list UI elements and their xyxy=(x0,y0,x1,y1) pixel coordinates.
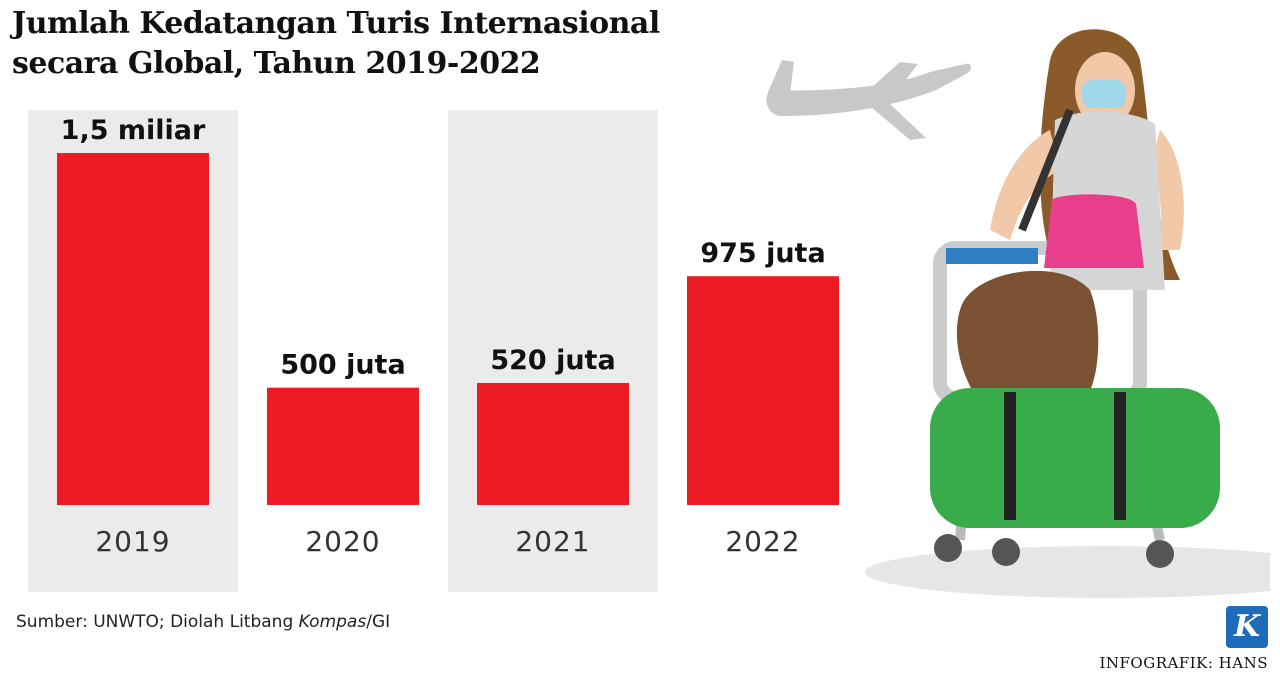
backpack xyxy=(956,270,1099,390)
category-label-2020: 2020 xyxy=(305,525,380,558)
floor-shadow xyxy=(865,546,1270,598)
value-label-2022: 975 juta xyxy=(700,238,825,269)
labels: 1,5 miliar 2019 500 juta 2020 520 juta 2021 97… xyxy=(61,115,826,558)
infographic-credit: INFOGRAFIK: HANS xyxy=(1099,654,1268,672)
source-italic: Kompas xyxy=(298,612,367,632)
bar-chart: 1,5 miliar 2019 500 juta 2020 520 juta 2021 97… xyxy=(28,110,839,592)
category-label-2021: 2021 xyxy=(515,525,590,558)
bar-2021 xyxy=(477,382,629,505)
value-label-2019: 1,5 miliar xyxy=(61,115,206,146)
source-note: Sumber: UNWTO; Diolah Litbang Kompas/GI xyxy=(16,612,390,632)
band-2021 xyxy=(448,110,658,592)
traveler-illustration xyxy=(766,29,1270,598)
title-line-2: secara Global, Tahun 2019-2022 xyxy=(12,46,541,81)
category-label-2019: 2019 xyxy=(95,525,170,558)
traveler-figure xyxy=(990,29,1184,290)
chart-title: Jumlah Kedatangan Turis Internasional se… xyxy=(12,4,660,84)
title-line-1: Jumlah Kedatangan Turis Internasional xyxy=(12,6,660,41)
duffel-bag xyxy=(930,388,1220,528)
airplane-icon xyxy=(766,60,972,140)
value-label-2021: 520 juta xyxy=(490,345,615,376)
value-label-2020: 500 juta xyxy=(280,350,405,381)
category-label-2022: 2022 xyxy=(725,525,800,558)
source-prefix: Sumber: UNWTO; Diolah Litbang xyxy=(16,612,299,632)
bar-2020 xyxy=(267,387,419,505)
bar-2022 xyxy=(687,276,839,505)
bars xyxy=(57,153,839,505)
source-suffix: /GI xyxy=(366,612,391,632)
bar-2019 xyxy=(57,153,209,505)
kompas-logo: K xyxy=(1226,606,1268,648)
